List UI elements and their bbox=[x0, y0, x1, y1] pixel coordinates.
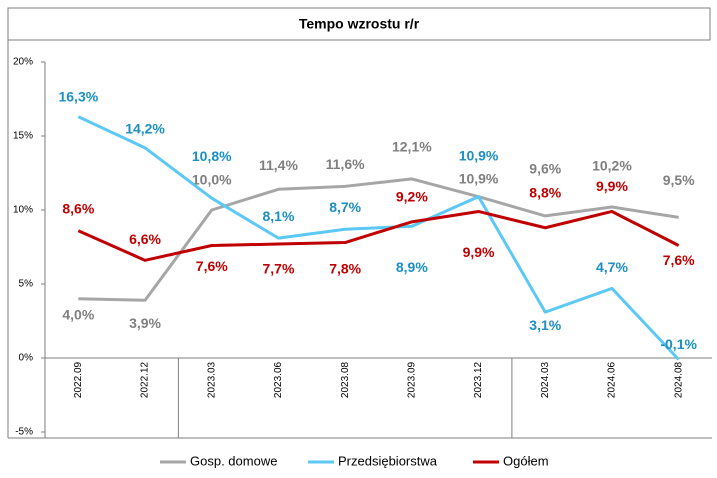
y-tick-label: 10% bbox=[13, 205, 33, 216]
y-tick-label: 0% bbox=[19, 353, 34, 364]
x-tick-label: 2024.08 bbox=[673, 361, 684, 398]
legend-label: Przedsiębiorstwa bbox=[338, 453, 438, 468]
value-label: 8,1% bbox=[262, 208, 294, 224]
x-tick-label: 2024.03 bbox=[540, 361, 551, 398]
x-tick-label: 2024.06 bbox=[607, 361, 618, 398]
x-tick-label: 2023.09 bbox=[406, 361, 417, 398]
chart-title: Tempo wzrostu r/r bbox=[299, 16, 420, 32]
y-tick-label: 5% bbox=[19, 279, 34, 290]
value-label: 3,1% bbox=[529, 317, 561, 333]
value-label: 10,9% bbox=[459, 147, 499, 163]
value-label: 10,9% bbox=[459, 170, 499, 186]
value-label: 9,6% bbox=[529, 161, 561, 177]
value-label: 12,1% bbox=[392, 139, 432, 155]
y-tick-label: 20% bbox=[13, 57, 33, 68]
value-label: 8,6% bbox=[62, 200, 94, 216]
value-label: 6,6% bbox=[129, 231, 161, 247]
title-box bbox=[7, 7, 711, 41]
value-label: 10,2% bbox=[592, 158, 632, 174]
value-label: 11,6% bbox=[326, 156, 365, 172]
value-label: 11,4% bbox=[259, 157, 298, 173]
value-label: 9,5% bbox=[663, 172, 695, 188]
x-tick-label: 2022.09 bbox=[73, 361, 84, 398]
value-label: 8,7% bbox=[329, 199, 361, 215]
y-tick-label: 15% bbox=[13, 131, 33, 142]
value-label: 9,9% bbox=[463, 244, 495, 260]
value-label: -0,1% bbox=[660, 336, 697, 352]
x-tick-label: 2023.06 bbox=[273, 361, 284, 398]
value-label: 7,7% bbox=[262, 261, 294, 277]
value-label: 7,8% bbox=[329, 260, 361, 276]
value-label: 14,2% bbox=[125, 121, 165, 137]
series-line bbox=[77, 115, 680, 361]
value-label: 16,3% bbox=[58, 88, 98, 104]
value-label: 10,0% bbox=[192, 172, 232, 188]
value-label: 8,8% bbox=[529, 184, 561, 200]
x-tick-label: 2023.12 bbox=[473, 361, 484, 398]
value-label: 10,8% bbox=[192, 148, 232, 164]
x-tick-label: 2023.08 bbox=[340, 361, 351, 398]
value-label: 7,6% bbox=[196, 258, 228, 274]
value-label: 9,9% bbox=[596, 178, 628, 194]
value-label: 8,9% bbox=[396, 259, 428, 275]
legend-label: Gosp. domowe bbox=[190, 453, 277, 468]
x-tick-label: 2022.12 bbox=[140, 361, 151, 398]
y-tick-label: -5% bbox=[15, 427, 33, 438]
legend-label: Ogółem bbox=[503, 453, 549, 468]
value-label: 4,7% bbox=[596, 259, 628, 275]
value-label: 7,6% bbox=[663, 252, 695, 268]
series-line bbox=[78, 177, 679, 302]
value-label: 3,9% bbox=[129, 315, 161, 331]
value-label: 9,2% bbox=[396, 189, 428, 205]
series-line bbox=[77, 209, 680, 262]
x-tick-label: 2023.03 bbox=[206, 361, 217, 398]
value-label: 4,0% bbox=[62, 307, 94, 323]
